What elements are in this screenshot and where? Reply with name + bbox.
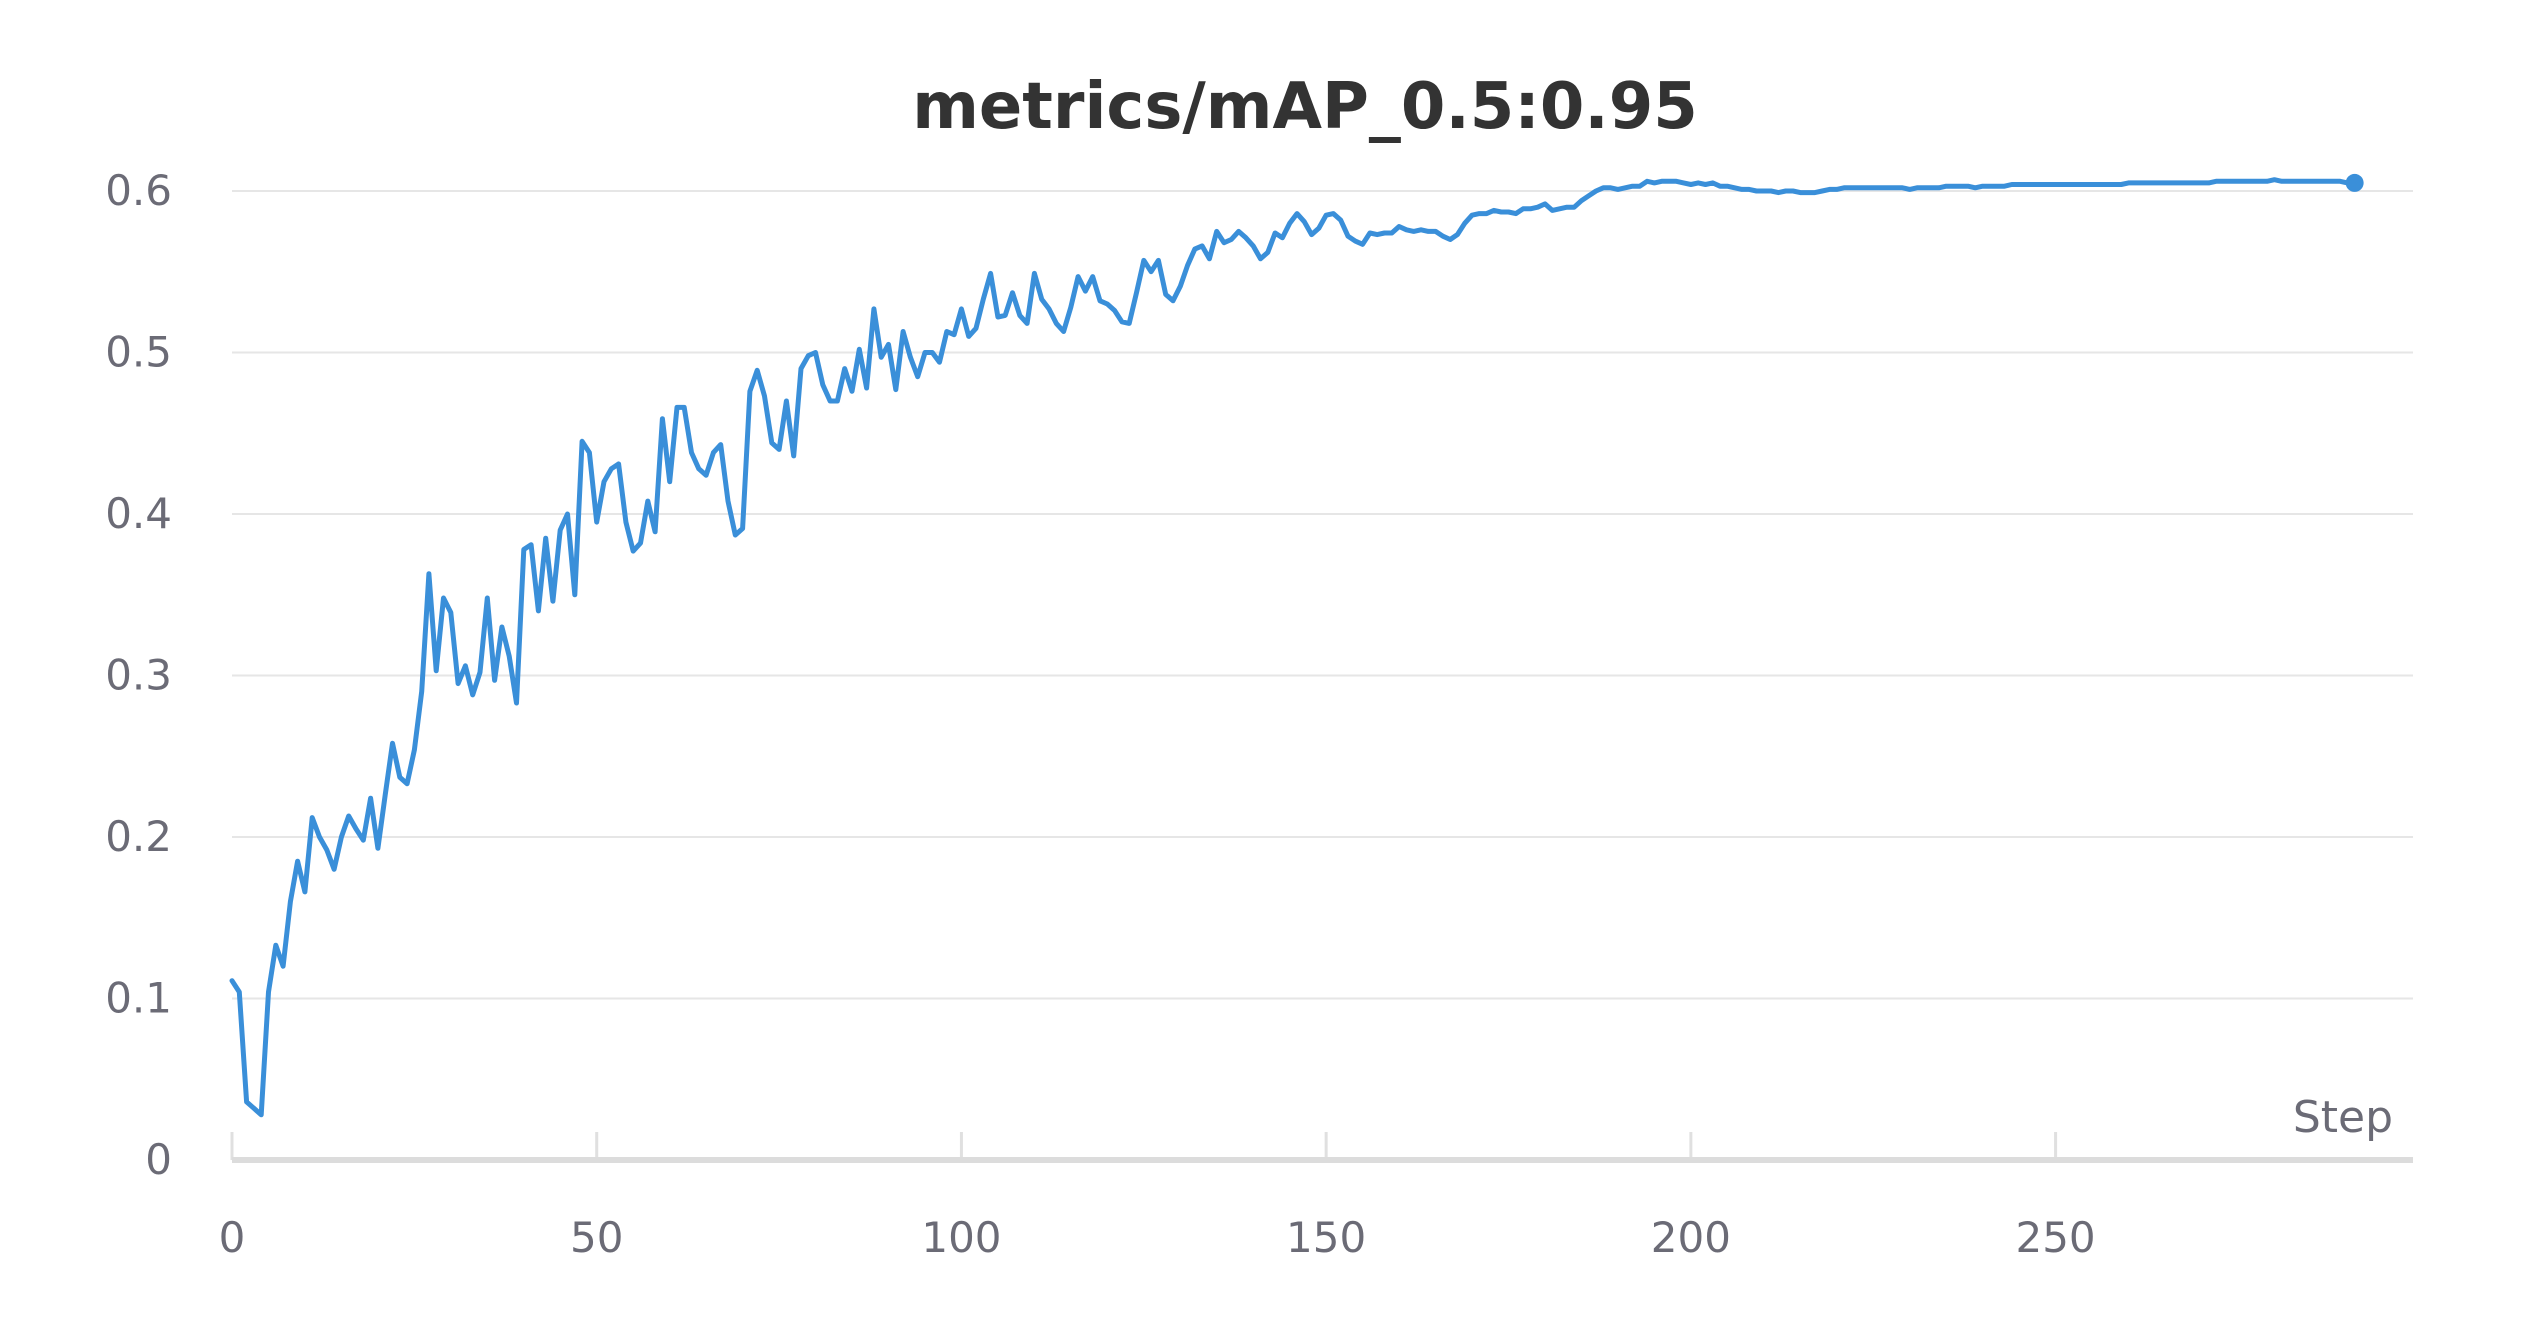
y-tick-label: 0.4 [105, 489, 172, 538]
x-tick-label: 250 [2015, 1213, 2095, 1262]
x-axis-label: Step [2293, 1092, 2393, 1143]
x-tick-label: 0 [219, 1213, 246, 1262]
chart-title: metrics/mAP_0.5:0.95 [912, 70, 1698, 144]
last-point-marker [2345, 173, 2364, 192]
y-tick-label: 0 [145, 1135, 172, 1184]
y-tick-label: 0.1 [105, 974, 172, 1023]
y-tick-label: 0.2 [105, 812, 172, 861]
x-tick-label: 50 [570, 1213, 623, 1262]
series-line [229, 177, 2358, 1118]
y-tick-label: 0.6 [105, 166, 172, 215]
x-tick-labels: 0 50 100 150 200 250 [219, 1132, 2096, 1262]
x-tick-label: 100 [921, 1213, 1001, 1262]
x-tick-label: 200 [1651, 1213, 1731, 1262]
y-tick-label: 0.5 [105, 328, 172, 377]
x-tick-label: 150 [1286, 1213, 1366, 1262]
y-tick-labels: 0 0.1 0.2 0.3 0.4 0.5 0.6 [105, 166, 172, 1184]
y-tick-label: 0.3 [105, 651, 172, 700]
grid-layer [232, 190, 2413, 1000]
